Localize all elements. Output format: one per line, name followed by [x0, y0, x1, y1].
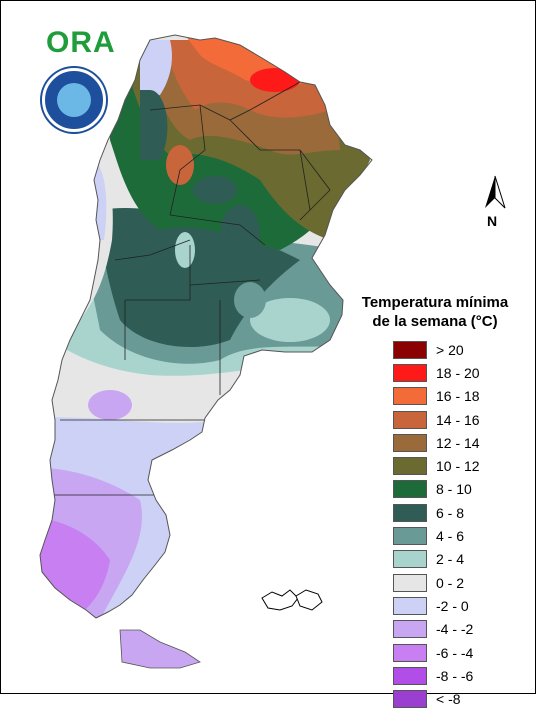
- legend-title: Temperatura mínima de la semana (°C): [340, 293, 530, 331]
- ora-logo: ORA: [46, 26, 116, 59]
- legend-swatch: [393, 550, 427, 569]
- legend-label: 12 - 14: [436, 434, 480, 451]
- north-label: N: [487, 213, 498, 229]
- legend-title-line2: de la semana (°C): [372, 313, 498, 330]
- legend-swatch: [393, 503, 427, 522]
- legend-swatch: [393, 363, 427, 382]
- legend-label: 4 - 6: [436, 528, 465, 545]
- legend-item: 18 - 20: [393, 361, 480, 384]
- legend-label: 0 - 2: [436, 574, 465, 591]
- legend-swatch: [393, 480, 427, 499]
- legend: > 20 18 - 20 16 - 18 14 - 16 12 - 14 10 - 12 8…: [393, 338, 480, 711]
- legend-label: -6 - -4: [436, 644, 474, 661]
- map-frame: [0, 0, 536, 694]
- legend-swatch: [393, 457, 427, 476]
- legend-item: > 20: [393, 338, 480, 361]
- legend-swatch: [393, 643, 427, 662]
- smn-seal-logo: [42, 68, 106, 132]
- legend-title-line1: Temperatura mínima: [361, 294, 509, 311]
- legend-item: < -8: [393, 687, 480, 710]
- legend-label: 18 - 20: [436, 364, 480, 381]
- legend-swatch: [393, 573, 427, 592]
- legend-label: 16 - 18: [436, 388, 480, 405]
- legend-item: 4 - 6: [393, 524, 480, 547]
- malvinas-islands: [261, 589, 323, 611]
- tierra-del-fuego: [119, 629, 201, 669]
- legend-label: 10 - 12: [436, 458, 480, 475]
- argentina-map: [39, 34, 373, 669]
- country-outline: [39, 34, 373, 619]
- legend-swatch: [393, 596, 427, 615]
- legend-item: 16 - 18: [393, 385, 480, 408]
- legend-label: > 20: [436, 341, 464, 358]
- legend-label: 8 - 10: [436, 481, 472, 498]
- legend-item: 10 - 12: [393, 454, 480, 477]
- legend-item: 0 - 2: [393, 571, 480, 594]
- legend-label: 2 - 4: [436, 551, 465, 568]
- legend-item: -2 - 0: [393, 594, 480, 617]
- legend-swatch: [393, 690, 427, 709]
- legend-item: -6 - -4: [393, 641, 480, 664]
- legend-item: 8 - 10: [393, 478, 480, 501]
- legend-label: -4 - -2: [436, 621, 474, 638]
- legend-label: 14 - 16: [436, 411, 480, 428]
- legend-label: < -8: [436, 691, 461, 708]
- north-arrow-icon: [485, 175, 506, 209]
- legend-swatch: [393, 620, 427, 639]
- legend-item: 12 - 14: [393, 431, 480, 454]
- legend-swatch: [393, 527, 427, 546]
- legend-item: 2 - 4: [393, 548, 480, 571]
- legend-item: 14 - 16: [393, 408, 480, 431]
- legend-swatch: [393, 433, 427, 452]
- legend-swatch: [393, 387, 427, 406]
- legend-item: -8 - -6: [393, 664, 480, 687]
- legend-item: -4 - -2: [393, 618, 480, 641]
- legend-label: -8 - -6: [436, 667, 474, 684]
- legend-swatch: [393, 666, 427, 685]
- legend-swatch: [393, 340, 427, 359]
- legend-item: 6 - 8: [393, 501, 480, 524]
- legend-label: 6 - 8: [436, 504, 465, 521]
- legend-swatch: [393, 410, 427, 429]
- legend-label: -2 - 0: [436, 597, 469, 614]
